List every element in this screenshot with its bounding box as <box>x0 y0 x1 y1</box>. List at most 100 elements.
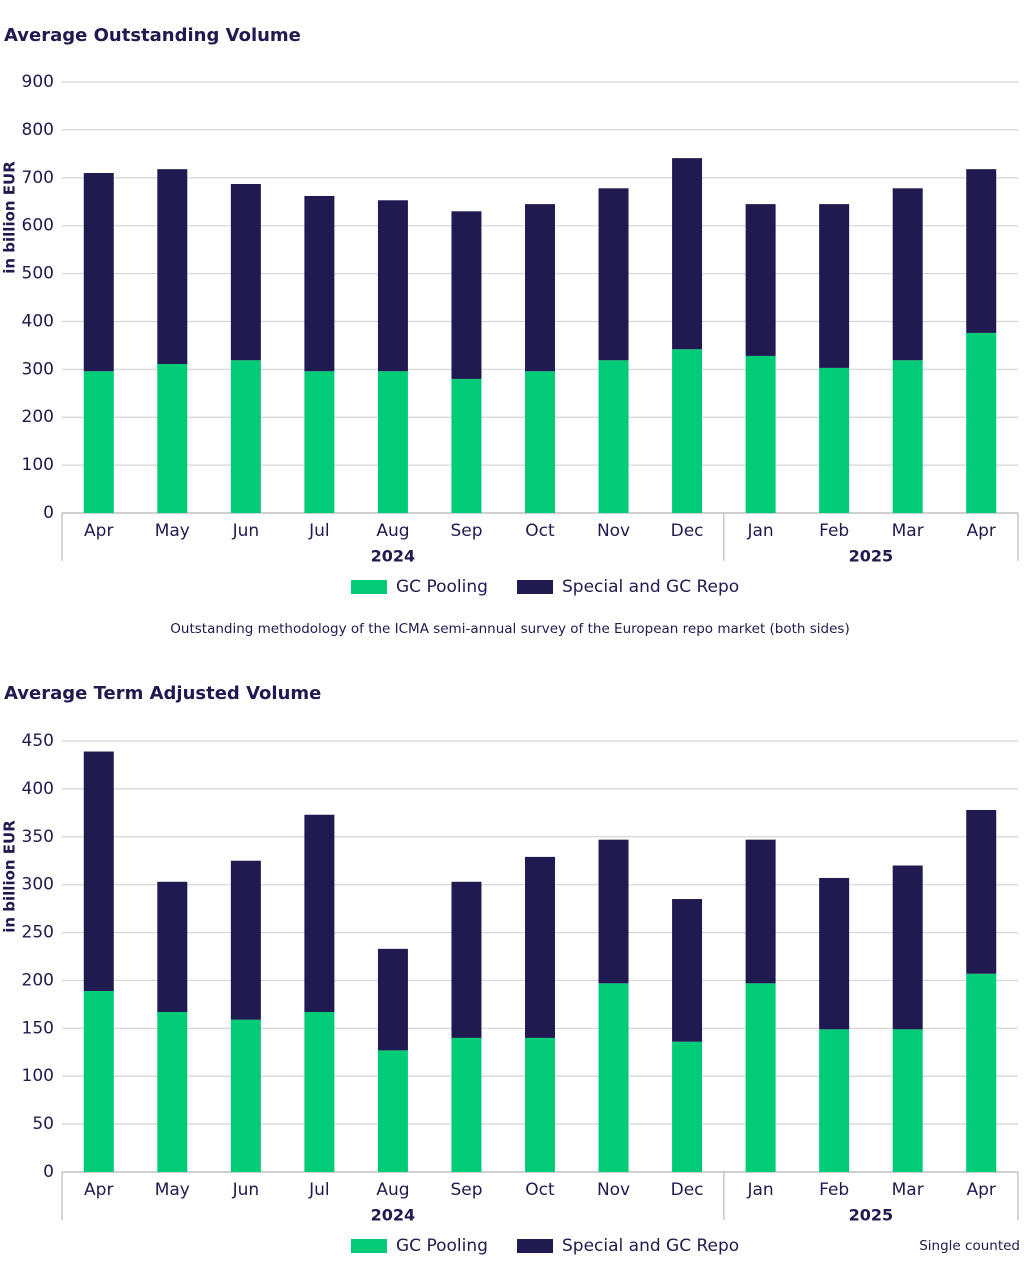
x-tick-label: Sep <box>450 521 482 541</box>
bar-segment <box>525 371 555 513</box>
bar-segment <box>966 973 997 1172</box>
y-tick-label: 800 <box>22 120 54 140</box>
bar-segment <box>83 990 114 1172</box>
y-tick-label: 150 <box>22 1018 54 1038</box>
x-tick-label: May <box>155 1180 190 1200</box>
y-tick-label: 100 <box>22 1066 54 1086</box>
legend-swatch <box>517 1239 553 1253</box>
bar-segment <box>230 184 261 361</box>
y-tick-label: 100 <box>22 455 54 475</box>
y-tick-label: 400 <box>22 311 54 331</box>
x-tick-label: Sep <box>450 1180 482 1200</box>
bar-segment <box>819 204 850 368</box>
bar-segment <box>304 814 335 1013</box>
bar-segment <box>598 360 629 513</box>
legend-swatch <box>351 1239 387 1253</box>
bar-segment <box>525 856 555 1038</box>
y-tick-label: 0 <box>43 503 54 523</box>
y-tick-label: 700 <box>22 168 54 188</box>
x-tick-label: Jan <box>747 521 774 541</box>
y-tick-label: 200 <box>22 970 54 990</box>
bar-segment <box>672 899 703 1042</box>
bar-segment <box>304 371 335 513</box>
year-label: 2025 <box>849 547 894 566</box>
x-tick-label: Nov <box>597 521 630 541</box>
x-tick-label: Nov <box>597 1180 630 1200</box>
bar-segment <box>745 983 776 1172</box>
x-tick-label: Apr <box>84 521 113 541</box>
bar-segment <box>230 360 261 513</box>
x-tick-label: Jun <box>232 521 260 541</box>
note: Single counted <box>919 1238 1020 1254</box>
y-tick-label: 900 <box>22 72 54 92</box>
y-tick-label: 300 <box>22 359 54 379</box>
legend-label: Special and GC Repo <box>562 1236 739 1256</box>
x-tick-label: Dec <box>671 521 704 541</box>
bar-segment <box>157 364 188 513</box>
x-tick-label: Feb <box>819 1180 849 1200</box>
bar-segment <box>892 865 923 1030</box>
bar-segment <box>377 371 408 513</box>
bar-segment <box>83 751 114 991</box>
y-tick-label: 400 <box>22 779 54 799</box>
x-tick-label: Jul <box>308 1180 330 1200</box>
legend-label: GC Pooling <box>396 1236 488 1256</box>
legend-swatch <box>517 580 553 594</box>
chart-title: Average Term Adjusted Volume <box>4 683 321 704</box>
bar-segment <box>83 172 114 372</box>
y-tick-label: 250 <box>22 923 54 943</box>
bar-segment <box>157 169 188 365</box>
bar-segment <box>451 211 482 379</box>
bar-segment <box>451 378 482 513</box>
y-tick-label: 0 <box>43 1162 54 1182</box>
bar-segment <box>377 948 408 1051</box>
bar-segment <box>83 371 114 513</box>
bar-segment <box>745 204 776 356</box>
chart-title: Average Outstanding Volume <box>4 25 301 46</box>
bar-segment <box>304 1012 335 1172</box>
legend-label: Special and GC Repo <box>562 577 739 597</box>
bar-segment <box>819 877 850 1030</box>
y-axis-label: in billion EUR <box>1 161 19 274</box>
x-tick-label: Aug <box>376 521 409 541</box>
bar-segment <box>892 188 923 361</box>
bar-segment <box>230 860 261 1020</box>
y-axis-label: in billion EUR <box>1 820 19 933</box>
x-tick-label: Aug <box>376 1180 409 1200</box>
x-tick-label: Feb <box>819 521 849 541</box>
bar-segment <box>819 1029 850 1172</box>
note: Outstanding methodology of the ICMA semi… <box>170 621 849 637</box>
bar-segment <box>157 1012 188 1172</box>
bar-segment <box>892 1029 923 1172</box>
bar-segment <box>598 188 629 361</box>
year-label: 2025 <box>849 1206 894 1225</box>
bar-segment <box>377 200 408 372</box>
y-tick-label: 200 <box>22 407 54 427</box>
y-tick-label: 500 <box>22 264 54 284</box>
x-tick-label: Mar <box>892 521 924 541</box>
bar-segment <box>304 195 335 372</box>
bar-segment <box>157 881 188 1013</box>
bar-segment <box>966 332 997 513</box>
bar-segment <box>672 1041 703 1172</box>
y-tick-label: 450 <box>22 731 54 751</box>
x-tick-label: Apr <box>967 521 996 541</box>
x-tick-label: Apr <box>967 1180 996 1200</box>
bar-segment <box>745 355 776 513</box>
x-tick-label: Jun <box>232 1180 260 1200</box>
bar-segment <box>377 1050 408 1172</box>
x-tick-label: Apr <box>84 1180 113 1200</box>
bar-segment <box>598 983 629 1172</box>
bar-segment <box>966 809 997 974</box>
bar-segment <box>966 169 997 333</box>
bar-segment <box>598 839 629 984</box>
x-tick-label: Mar <box>892 1180 924 1200</box>
x-tick-label: Jul <box>308 521 330 541</box>
x-tick-label: May <box>155 521 190 541</box>
x-tick-label: Dec <box>671 1180 704 1200</box>
bar-segment <box>672 349 703 513</box>
bar-segment <box>525 1037 555 1172</box>
x-tick-label: Jan <box>747 1180 774 1200</box>
bar-segment <box>672 158 703 350</box>
